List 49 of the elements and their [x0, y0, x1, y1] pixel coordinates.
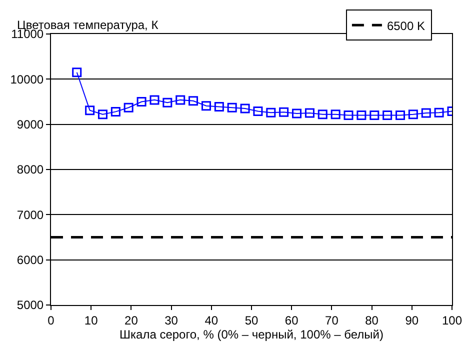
point: [344, 110, 354, 120]
point: [382, 110, 392, 120]
point: [318, 110, 328, 120]
y-tick-label: 5000: [16, 298, 44, 312]
point: [176, 95, 186, 105]
point: [408, 110, 418, 120]
x-tick-label: 50: [244, 313, 258, 328]
point: [304, 108, 314, 118]
point: [162, 98, 172, 108]
x-tick-label: 30: [164, 313, 178, 328]
point: [396, 110, 406, 120]
point: [266, 108, 276, 118]
x-tick-label: 70: [325, 313, 339, 328]
point: [253, 106, 263, 116]
point: [434, 108, 444, 118]
x-tick-label: 40: [204, 313, 218, 328]
point: [85, 106, 95, 116]
legend-label: 6500 K: [386, 18, 425, 33]
point: [292, 108, 302, 118]
x-tick-label: 90: [405, 313, 419, 328]
point: [279, 107, 289, 117]
x-tick-label: 100: [442, 313, 462, 328]
y-tick-label: 8000: [16, 162, 44, 177]
y-tick-label: 9000: [16, 118, 44, 132]
point: [124, 102, 134, 112]
point: [98, 110, 108, 120]
y-axis-title: Цветовая температура, К: [17, 18, 158, 32]
x-tick-label: 60: [284, 313, 299, 328]
point: [214, 102, 224, 112]
point: [227, 102, 237, 112]
point: [421, 108, 431, 118]
y-tick-label: 10000: [10, 72, 44, 86]
point: [72, 68, 82, 78]
point: [370, 110, 380, 120]
point: [201, 101, 211, 111]
x-tick-label: 80: [365, 313, 379, 328]
y-tick-label: 6000: [16, 253, 44, 268]
point: [110, 106, 120, 116]
point: [136, 97, 146, 106]
x-tick-label: 10: [84, 313, 98, 328]
point: [240, 104, 250, 114]
y-tick-label: 7000: [16, 208, 44, 222]
point: [356, 110, 366, 120]
point: [150, 95, 160, 105]
x-tick-label: 0: [48, 313, 55, 328]
x-axis-title: Шкала серого, % (0% – черный, 100% – белый): [120, 327, 384, 342]
x-tick-label: 20: [124, 313, 138, 328]
point: [188, 96, 198, 106]
point: [330, 110, 340, 120]
